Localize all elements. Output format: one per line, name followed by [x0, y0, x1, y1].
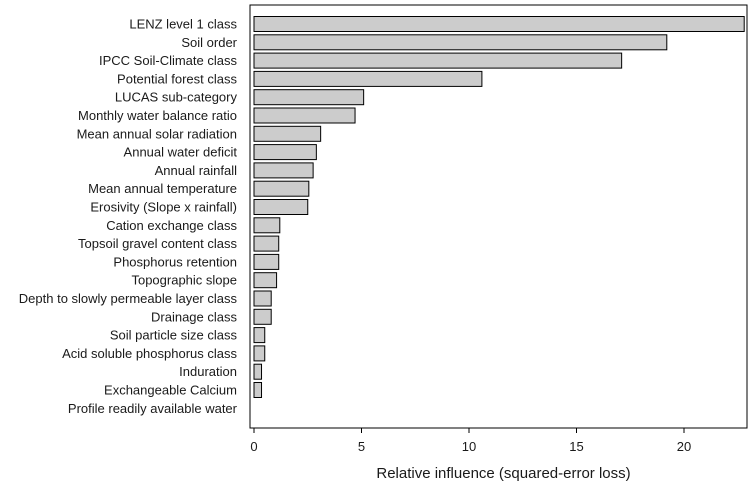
- category-label: Exchangeable Calcium: [104, 383, 237, 398]
- category-label: Mean annual solar radiation: [77, 126, 237, 141]
- bar: [253, 308, 272, 325]
- bar: [253, 327, 266, 344]
- bar: [253, 107, 356, 124]
- bar: [253, 125, 322, 142]
- category-label: Topographic slope: [131, 273, 237, 288]
- bar: [253, 272, 278, 289]
- category-label: Acid soluble phosphorus class: [62, 346, 237, 361]
- plot-border: [249, 4, 748, 429]
- category-label: LENZ level 1 class: [129, 17, 237, 32]
- bar: [253, 217, 281, 234]
- x-tick-label: 15: [569, 439, 583, 454]
- category-label: LUCAS sub-category: [115, 90, 238, 105]
- category-label: Depth to slowly permeable layer class: [19, 291, 238, 306]
- category-label: Induration: [179, 364, 237, 379]
- bar: [253, 253, 280, 270]
- bar: [253, 89, 365, 106]
- category-label: Monthly water balance ratio: [78, 108, 237, 123]
- bar: [253, 345, 266, 362]
- bar: [253, 199, 309, 215]
- bar: [253, 180, 310, 197]
- bar: [253, 290, 272, 307]
- bars-group: [253, 16, 745, 398]
- category-labels: LENZ level 1 class Soil order IPCC Soil-Cl…: [19, 17, 238, 416]
- category-label: Soil particle size class: [110, 328, 238, 343]
- category-label: Erosivity (Slope x rainfall): [90, 200, 237, 215]
- bar: [253, 363, 263, 380]
- bar: [253, 382, 263, 398]
- x-tick-label: 20: [677, 439, 691, 454]
- bar: [253, 162, 314, 179]
- bar: [253, 16, 745, 32]
- category-label: Phosphorus retention: [113, 254, 237, 269]
- category-label: Drainage class: [151, 309, 237, 324]
- x-axis-title: Relative influence (squared-error loss): [376, 465, 630, 482]
- category-label: Annual rainfall: [155, 163, 237, 178]
- x-axis-ticks: 0 5 10 15 20: [250, 428, 691, 454]
- bar: [253, 34, 668, 51]
- category-label: IPCC Soil-Climate class: [99, 53, 237, 68]
- bar: [253, 144, 317, 161]
- category-label: Annual water deficit: [124, 145, 238, 160]
- category-label: Profile readily available water: [68, 401, 238, 416]
- category-label: Soil order: [181, 35, 237, 50]
- plot-frame: [249, 4, 748, 429]
- category-label: Cation exchange class: [106, 218, 237, 233]
- x-tick-label: 10: [462, 439, 476, 454]
- bar: [253, 70, 483, 87]
- category-label: Topsoil gravel content class: [78, 236, 237, 251]
- bar: [253, 52, 623, 69]
- bar: [253, 235, 280, 252]
- category-label: Potential forest class: [117, 71, 237, 86]
- x-tick-label: 5: [358, 439, 365, 454]
- category-label: Mean annual temperature: [88, 181, 237, 196]
- x-tick-label: 0: [250, 439, 257, 454]
